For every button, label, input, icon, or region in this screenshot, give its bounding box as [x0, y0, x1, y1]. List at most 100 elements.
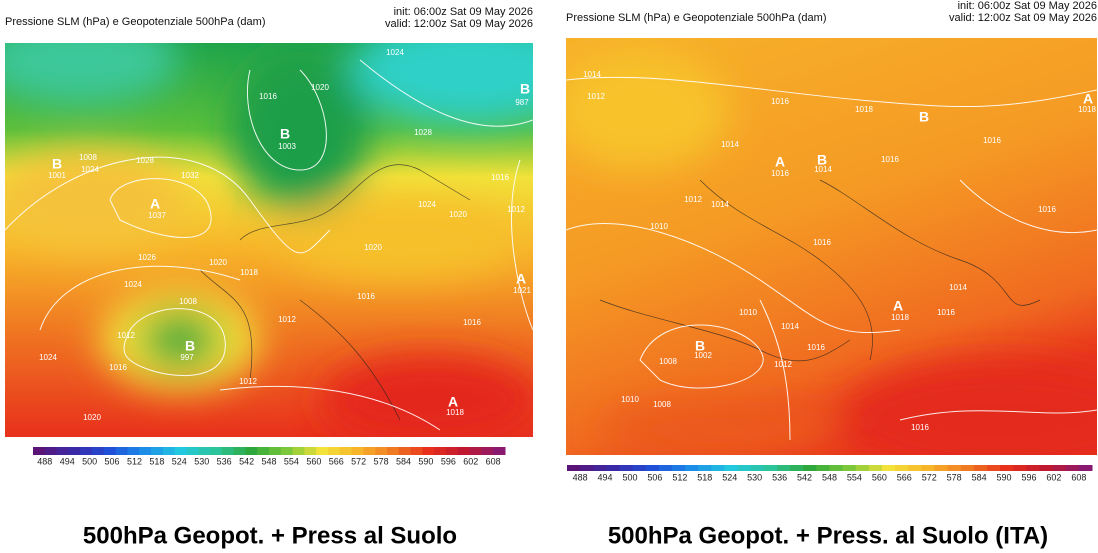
colorbar-cell — [829, 465, 844, 471]
colorbar-cell — [469, 447, 482, 455]
colorbar-cell — [580, 465, 594, 471]
colorbar-label: 512 — [127, 456, 142, 466]
isobar-label: 1008 — [659, 357, 677, 366]
isobar-label: 1012 — [684, 195, 702, 204]
isobar-label: 1016 — [771, 169, 789, 178]
init-time: init: 06:00z Sat 09 May 2026 — [394, 6, 533, 18]
colorbar-label: 584 — [972, 472, 987, 482]
colorbar-cell — [162, 447, 176, 455]
colorbar-cell — [103, 447, 117, 455]
colorbar-cell — [685, 465, 699, 471]
isobar-label: 1016 — [259, 92, 277, 101]
colorbar-cell — [92, 447, 105, 455]
isobar-label: 1024 — [124, 280, 142, 289]
colorbar-cell — [245, 447, 258, 455]
colorbar-label: 566 — [897, 472, 912, 482]
colorbar-cell — [115, 447, 128, 455]
pressure-center: A — [1083, 91, 1093, 107]
pressure-center: A — [516, 271, 526, 287]
colorbar-cell — [410, 447, 423, 455]
pressure-center: B — [280, 126, 290, 142]
colorbar-cell — [724, 465, 739, 471]
colorbar-cell — [351, 447, 364, 455]
colorbar-label: 536 — [217, 456, 232, 466]
colorbar-cell — [221, 447, 235, 455]
pressure-center: A — [448, 394, 458, 410]
colorbar-cell — [328, 447, 341, 455]
colorbar-label: 584 — [396, 456, 411, 466]
colorbar-cell — [257, 447, 270, 455]
colorbar-label: 554 — [847, 472, 862, 482]
isobar-label: 1014 — [781, 322, 799, 331]
isobar-label: 1001 — [48, 171, 66, 180]
map-right — [566, 38, 1097, 455]
colorbar-label: 536 — [772, 472, 787, 482]
isobar-label: 1018 — [240, 268, 258, 277]
map-title: Pressione SLM (hPa) e Geopotenziale 500h… — [566, 12, 826, 24]
colorbar-label: 602 — [463, 456, 478, 466]
colorbar-cell — [316, 447, 329, 455]
colorbar-cell — [493, 447, 506, 455]
colorbar-cell — [908, 465, 922, 471]
isobar-label: 1008 — [179, 297, 197, 306]
colorbar-label: 500 — [82, 456, 97, 466]
isobar-label: 1016 — [109, 363, 127, 372]
isobar-label: 1012 — [587, 92, 605, 101]
caption: 500hPa Geopot. + Press al Suolo — [83, 522, 457, 549]
colorbar-label: 518 — [697, 472, 712, 482]
colorbar-cell — [1039, 465, 1054, 471]
isobar-label: 1026 — [138, 253, 156, 262]
isobar-label: 1010 — [650, 222, 668, 231]
colorbar-label: 608 — [1071, 472, 1086, 482]
isobar-label: 1028 — [136, 156, 154, 165]
colorbar-cell — [398, 447, 412, 455]
colorbar-label: 596 — [1021, 472, 1036, 482]
colorbar-cell — [737, 465, 752, 471]
colorbar-cell — [1065, 465, 1080, 471]
isobar-label: 1008 — [79, 153, 97, 162]
pressure-center: B — [185, 338, 195, 354]
isobar-label: 1016 — [911, 423, 929, 432]
colorbar-cell — [763, 465, 778, 471]
colorbar-cell — [868, 465, 883, 471]
colorbar-cell — [790, 465, 804, 471]
colorbar-cell — [632, 465, 647, 471]
colorbar-cell — [645, 465, 660, 471]
isobar-label: 1016 — [813, 238, 831, 247]
colorbar-label: 542 — [797, 472, 812, 482]
colorbar-cell — [606, 465, 620, 471]
colorbar-cell — [127, 447, 140, 455]
colorbar-label: 578 — [947, 472, 962, 482]
isobar-label: 1021 — [513, 286, 531, 295]
colorbar-cell — [434, 447, 447, 455]
isobar-label: 1016 — [463, 318, 481, 327]
colorbar-label: 530 — [194, 456, 209, 466]
isobar-label: 1016 — [881, 155, 899, 164]
colorbar-cell — [457, 447, 471, 455]
colorbar-label: 506 — [647, 472, 662, 482]
colorbar-cell — [947, 465, 962, 471]
colorbar-cell — [855, 465, 870, 471]
isobar-label: 1014 — [814, 165, 832, 174]
pressure-center: B — [52, 156, 62, 172]
colorbar-label: 560 — [872, 472, 887, 482]
isobar-label: 1024 — [81, 165, 99, 174]
isobar-label: 1016 — [937, 308, 955, 317]
isobar-label: 1014 — [711, 200, 729, 209]
colorbar-label: 608 — [486, 456, 501, 466]
colorbar-cell — [987, 465, 1001, 471]
colorbar-cell — [711, 465, 725, 471]
colorbar-cell — [882, 465, 896, 471]
colorbar-label: 488 — [37, 456, 52, 466]
isobar-label: 987 — [515, 98, 529, 107]
colorbar-cell — [174, 447, 187, 455]
isobar-label: 1012 — [239, 377, 257, 386]
colorbar-cell — [80, 447, 93, 455]
isobar-label: 1016 — [807, 343, 825, 352]
colorbar-cell — [1078, 465, 1093, 471]
isobar-label: 1016 — [491, 173, 509, 182]
isobar-label: 1012 — [117, 331, 135, 340]
isobar-label: 1032 — [181, 171, 199, 180]
colorbar-cell — [186, 447, 199, 455]
